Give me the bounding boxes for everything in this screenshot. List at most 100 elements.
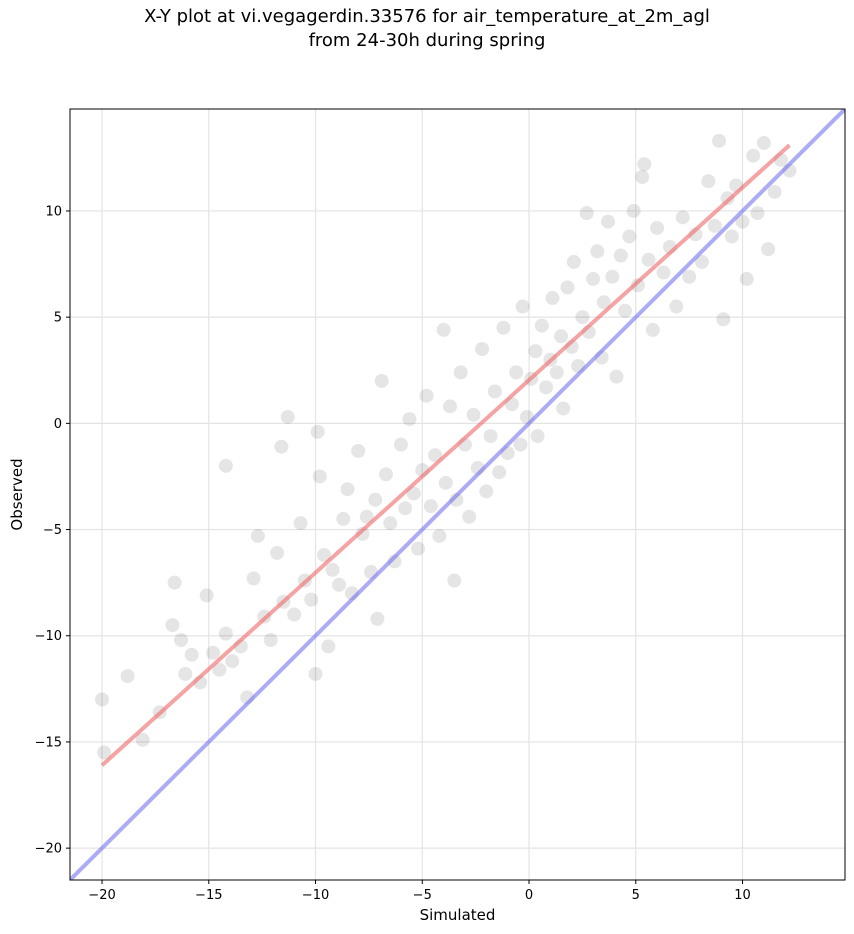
- y-ticks: −20 −15 −10 −5 0 5 10: [35, 204, 70, 857]
- data-point: [756, 135, 771, 150]
- x-tick-label: 0: [525, 888, 533, 903]
- data-point: [225, 654, 240, 669]
- data-point: [368, 492, 383, 507]
- data-point: [428, 448, 443, 463]
- data-point: [545, 291, 560, 306]
- data-point: [321, 639, 336, 654]
- data-point: [767, 184, 782, 199]
- data-point: [707, 218, 722, 233]
- data-point: [453, 365, 468, 380]
- data-point: [184, 647, 199, 662]
- data-point: [539, 380, 554, 395]
- x-tick-label: −15: [195, 888, 222, 903]
- data-point: [312, 469, 327, 484]
- data-point: [515, 299, 530, 314]
- y-tick-label: −15: [35, 735, 62, 750]
- data-point: [724, 229, 739, 244]
- x-tick-label: −20: [88, 888, 115, 903]
- data-point: [750, 206, 765, 221]
- data-point: [246, 571, 261, 586]
- data-point: [398, 501, 413, 516]
- data-point: [393, 437, 408, 452]
- data-point: [462, 509, 477, 524]
- data-point: [626, 203, 641, 218]
- y-tick-label: 0: [54, 417, 62, 432]
- data-point: [359, 509, 374, 524]
- data-point: [218, 626, 233, 641]
- plot-frame: [69, 108, 846, 881]
- x-tick-label: −10: [302, 888, 329, 903]
- data-point: [675, 210, 690, 225]
- data-point: [530, 429, 545, 444]
- data-point: [579, 206, 594, 221]
- data-point: [492, 465, 507, 480]
- x-tick-label: 5: [632, 888, 640, 903]
- data-point: [641, 252, 656, 267]
- data-point: [443, 399, 458, 414]
- data-point: [650, 220, 665, 235]
- data-point: [739, 271, 754, 286]
- data-point: [419, 388, 434, 403]
- data-point: [250, 528, 265, 543]
- data-point: [165, 618, 180, 633]
- y-axis-label: Observed: [8, 458, 26, 530]
- data-point: [496, 320, 511, 335]
- y-tick-label: 10: [45, 204, 62, 219]
- data-point: [618, 303, 633, 318]
- data-point: [135, 732, 150, 747]
- data-point: [370, 611, 385, 626]
- data-point: [613, 248, 628, 263]
- data-point: [466, 407, 481, 422]
- fit-line: [100, 143, 791, 767]
- data-point: [566, 254, 581, 269]
- data-point: [528, 344, 543, 359]
- data-point: [513, 437, 528, 452]
- data-point: [270, 545, 285, 560]
- data-point: [735, 214, 750, 229]
- data-point: [554, 329, 569, 344]
- data-point: [479, 484, 494, 499]
- data-point: [178, 666, 193, 681]
- data-point: [601, 214, 616, 229]
- x-tick-label: −5: [413, 888, 432, 903]
- data-point: [447, 573, 462, 588]
- identity-line: [70, 109, 845, 880]
- data-point: [761, 242, 776, 257]
- data-point: [340, 482, 355, 497]
- data-point: [487, 384, 502, 399]
- data-point: [746, 148, 761, 163]
- data-point: [716, 312, 731, 327]
- data-point: [622, 229, 637, 244]
- data-point: [355, 526, 370, 541]
- data-point: [694, 254, 709, 269]
- data-point: [645, 322, 660, 337]
- data-point: [332, 577, 347, 592]
- data-point: [669, 299, 684, 314]
- data-point: [423, 499, 438, 514]
- data-point: [95, 692, 110, 707]
- x-ticks: −20 −15 −10 −5 0 5 10: [88, 880, 751, 903]
- data-point: [483, 429, 498, 444]
- data-point: [605, 269, 620, 284]
- data-point: [549, 365, 564, 380]
- data-point: [575, 310, 590, 325]
- data-point: [438, 475, 453, 490]
- data-point: [174, 632, 189, 647]
- data-point: [682, 269, 697, 284]
- x-tick-label: 10: [734, 888, 751, 903]
- data-point: [436, 322, 451, 337]
- data-point: [218, 458, 233, 473]
- data-point: [556, 401, 571, 416]
- data-point: [97, 745, 112, 760]
- data-point: [402, 412, 417, 427]
- data-point: [263, 632, 278, 647]
- chart-title: X-Y plot at vi.vegagerdin.33576 for air_…: [144, 6, 710, 27]
- data-point: [411, 541, 426, 556]
- data-point: [308, 666, 323, 681]
- data-point: [590, 244, 605, 259]
- data-point: [630, 278, 645, 293]
- data-point: [280, 409, 295, 424]
- data-point: [701, 174, 716, 189]
- data-point: [212, 662, 227, 677]
